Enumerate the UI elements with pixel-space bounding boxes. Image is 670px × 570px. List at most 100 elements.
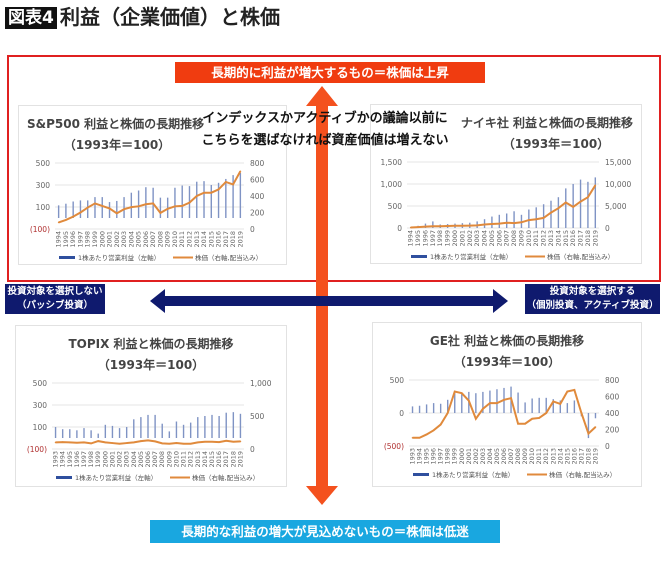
right-tick-label: 0 — [605, 442, 610, 451]
bar-2008 — [161, 423, 163, 438]
bar-2011 — [181, 185, 183, 218]
price-point-2000 — [101, 205, 104, 207]
bar-1998 — [87, 200, 89, 218]
price-point-2003 — [123, 208, 125, 210]
x-tick-label: 2012 — [187, 451, 195, 468]
bar-2000 — [461, 392, 463, 413]
x-tick-label: 2014 — [200, 231, 208, 248]
left-tick-label: (100) — [30, 225, 50, 234]
price-point-1999 — [97, 440, 100, 442]
right-tick-label: 0 — [605, 224, 610, 233]
price-point-2010 — [531, 417, 533, 420]
x-tick-label: 1994 — [416, 448, 424, 465]
price-point-2011 — [182, 442, 185, 445]
x-tick-label: 2018 — [229, 231, 237, 248]
price-point-2008 — [161, 442, 164, 445]
bar-2011 — [535, 207, 537, 228]
x-tick-label: 2018 — [584, 448, 592, 465]
x-tick-label: 2018 — [229, 451, 237, 468]
legend-bar-label: 1株あたり営業利益（左軸） — [78, 253, 160, 262]
price-point-2002 — [475, 417, 477, 420]
x-tick-label: 1996 — [69, 231, 77, 248]
bar-1993 — [54, 427, 57, 438]
bar-1997 — [439, 403, 442, 413]
x-tick-label: 2007 — [503, 230, 511, 247]
bar-2017 — [225, 412, 227, 438]
price-point-2007 — [152, 202, 154, 205]
bar-2010 — [175, 421, 178, 438]
bar-2015 — [211, 414, 213, 438]
x-tick-label: 1995 — [414, 230, 422, 247]
x-tick-label: 2000 — [101, 451, 109, 468]
price-point-2008 — [159, 212, 162, 214]
price-point-2013 — [552, 400, 555, 403]
bar-2014 — [559, 400, 561, 413]
x-tick-label: 2019 — [591, 448, 599, 465]
price-point-2009 — [168, 442, 171, 445]
x-tick-label: 2003 — [123, 451, 131, 468]
price-point-2005 — [496, 402, 498, 404]
left-tick-label: 1,000 — [381, 180, 403, 189]
x-tick-label: 2017 — [577, 230, 585, 247]
bar-1993 — [411, 406, 414, 413]
x-tick-label: 1996 — [73, 451, 81, 468]
price-point-2010 — [175, 442, 178, 444]
price-point-2011 — [181, 205, 184, 207]
x-tick-label: 2015 — [208, 451, 216, 468]
x-tick-label: 2005 — [135, 231, 143, 248]
bar-2002 — [118, 428, 121, 438]
bar-2019 — [239, 413, 242, 438]
bar-2003 — [125, 427, 128, 438]
x-tick-label: 1994 — [55, 231, 63, 248]
bar-2009 — [524, 402, 526, 413]
right-tick-label: 0 — [250, 445, 255, 454]
x-tick-label: 2003 — [473, 230, 481, 247]
x-tick-label: 2004 — [481, 230, 489, 247]
bar-2017 — [225, 178, 227, 218]
bar-2012 — [545, 397, 547, 413]
price-point-2001 — [111, 442, 114, 444]
x-tick-label: 2007 — [151, 451, 159, 468]
bar-2010 — [531, 398, 533, 413]
right-tick-label: 600 — [250, 176, 265, 185]
x-tick-label: 2011 — [180, 451, 188, 468]
price-point-2013 — [195, 195, 198, 197]
legend-line-label: 株価（右軸,配当込み） — [547, 252, 614, 261]
price-point-1998 — [86, 206, 89, 209]
price-point-2012 — [189, 442, 192, 445]
chart-subtitle: （1993年＝100） — [98, 357, 204, 372]
price-point-2017 — [579, 200, 582, 203]
x-tick-label: 1995 — [66, 451, 74, 468]
active-investment-label: 投資対象を選択する （個別投資、アクティブ投資） — [525, 284, 660, 314]
bar-1998 — [90, 430, 92, 438]
price-point-2019 — [239, 170, 242, 173]
bar-1994 — [61, 429, 64, 438]
price-point-2006 — [498, 222, 501, 225]
bar-2019 — [239, 172, 242, 218]
price-point-1993 — [411, 436, 414, 439]
x-tick-label: 2004 — [130, 451, 138, 468]
x-tick-label: 2001 — [106, 231, 114, 248]
x-tick-label: 1999 — [451, 448, 459, 465]
bar-2018 — [587, 181, 589, 228]
price-point-2011 — [535, 218, 538, 220]
x-tick-label: 1998 — [84, 231, 92, 248]
bar-2015 — [566, 403, 569, 413]
price-point-1995 — [65, 219, 67, 221]
left-tick-label: (500) — [384, 442, 404, 451]
x-tick-label: 2015 — [562, 230, 570, 247]
left-tick-label: 100 — [33, 423, 48, 432]
price-point-2015 — [564, 201, 567, 204]
price-point-2002 — [118, 442, 121, 445]
x-tick-label: 2002 — [116, 451, 124, 468]
price-point-1994 — [57, 221, 60, 224]
chart-title: S&P500 利益と株価の長期推移 — [27, 116, 204, 131]
left-tick-label: 300 — [36, 181, 51, 190]
bar-1995 — [69, 429, 71, 438]
price-point-2015 — [566, 390, 569, 393]
bar-2010 — [174, 187, 176, 218]
price-point-1997 — [432, 225, 434, 228]
x-tick-label: 2016 — [215, 451, 223, 468]
legend-bar-label: 1株あたり営業利益（左軸） — [75, 473, 157, 482]
price-point-2015 — [211, 440, 213, 443]
